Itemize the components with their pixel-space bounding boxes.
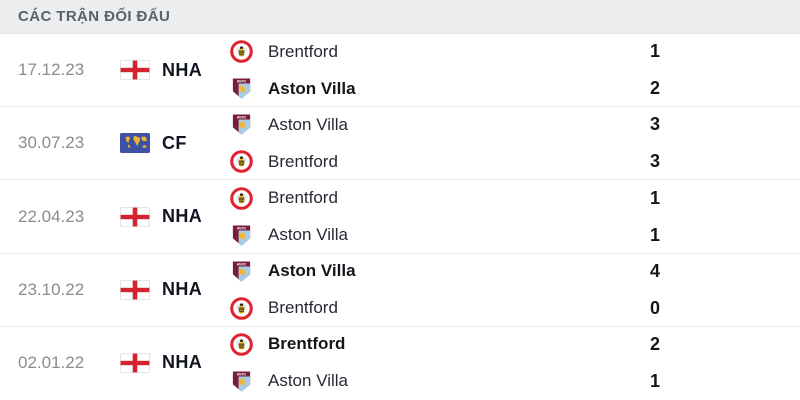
- england-flag-icon: [120, 60, 150, 80]
- team-name: Brentford: [268, 151, 338, 171]
- match-date: 22.04.23: [18, 206, 85, 226]
- competition-code: NHA: [162, 59, 203, 80]
- team-name: Aston Villa: [268, 114, 349, 134]
- teams: Brentford 2 Aston Villa 1: [230, 330, 800, 396]
- brentford-crest-icon: [230, 297, 253, 320]
- team-name: Brentford: [268, 188, 338, 207]
- brentford-crest-icon: [230, 40, 253, 63]
- brentford-crest-icon: [230, 187, 253, 210]
- team-score: 2: [650, 78, 661, 99]
- england-flag-icon: [120, 207, 150, 227]
- team-line: Aston Villa 4: [230, 257, 800, 286]
- teams: Brentford 1 Aston Villa 1: [230, 184, 800, 250]
- match-row[interactable]: 22.04.23 NHA Brentford 1 Aston Villa 1: [0, 179, 800, 253]
- aston-villa-crest-icon: [230, 77, 253, 100]
- team-name: Brentford: [268, 298, 338, 318]
- competition-code: NHA: [162, 279, 203, 300]
- team-score: 2: [650, 333, 661, 354]
- team-score: 1: [650, 370, 661, 391]
- team-line: Brentford 1: [230, 184, 800, 213]
- team-score: 0: [650, 297, 661, 318]
- brentford-crest-icon: [230, 150, 253, 173]
- team-line: Aston Villa 1: [230, 221, 800, 250]
- team-name: Brentford: [268, 41, 338, 61]
- match-date: 17.12.23: [18, 60, 85, 80]
- team-name: Aston Villa: [268, 371, 349, 391]
- competition: NHA: [120, 206, 230, 227]
- competition-code: CF: [162, 132, 187, 153]
- team-line: Aston Villa 3: [230, 110, 800, 139]
- match-date: 02.01.22: [18, 352, 85, 372]
- team-score: 3: [650, 151, 661, 172]
- teams: Brentford 1 Aston Villa 2: [230, 37, 800, 103]
- team-line: Brentford 0: [230, 294, 800, 323]
- team-name: Brentford: [268, 334, 346, 354]
- match-row[interactable]: 02.01.22 NHA Brentford 2 Aston Villa 1: [0, 325, 800, 400]
- match-row[interactable]: 17.12.23 NHA Brentford 1 Aston Villa 2: [0, 34, 800, 107]
- team-score: 1: [650, 224, 661, 245]
- team-line: Brentford 2: [230, 330, 800, 359]
- brentford-crest-icon: [230, 333, 253, 356]
- england-flag-icon: [120, 280, 150, 300]
- team-name: Aston Villa: [268, 225, 349, 244]
- team-score: 1: [650, 41, 661, 62]
- england-flag-icon: [120, 353, 150, 373]
- aston-villa-crest-icon: [230, 370, 253, 393]
- widget-title: CÁC TRẬN ĐỐI ĐẤU: [18, 8, 171, 25]
- competition: CF: [120, 133, 230, 154]
- team-score: 3: [650, 114, 661, 135]
- widget-header: CÁC TRẬN ĐỐI ĐẤU: [0, 0, 800, 34]
- aston-villa-crest-icon: [230, 260, 253, 283]
- team-score: 1: [650, 187, 661, 208]
- teams: Aston Villa 4 Brentford 0: [230, 257, 800, 323]
- team-line: Brentford 3: [230, 147, 800, 176]
- match-date: 30.07.23: [18, 133, 85, 153]
- team-line: Brentford 1: [230, 37, 800, 66]
- aston-villa-crest-icon: [230, 113, 253, 136]
- match-row[interactable]: 30.07.23 CF Aston Villa 3 Brentford 3: [0, 106, 800, 180]
- match-row[interactable]: 23.10.22 NHA Aston Villa 4 Brentford 0: [0, 252, 800, 326]
- aston-villa-crest-icon: [230, 224, 253, 247]
- team-line: Aston Villa 2: [230, 74, 800, 103]
- team-name: Aston Villa: [268, 78, 356, 98]
- teams: Aston Villa 3 Brentford 3: [230, 110, 800, 176]
- team-line: Aston Villa 1: [230, 367, 800, 396]
- competition-code: NHA: [162, 352, 203, 373]
- team-name: Aston Villa: [268, 261, 356, 281]
- competition-code: NHA: [162, 206, 203, 226]
- competition: NHA: [120, 60, 230, 81]
- competition: NHA: [120, 352, 230, 373]
- competition: NHA: [120, 279, 230, 300]
- match-date: 23.10.22: [18, 279, 85, 299]
- world-flag-icon: [120, 133, 150, 153]
- team-score: 4: [650, 260, 661, 281]
- match-list: 17.12.23 NHA Brentford 1 Aston Villa 2: [0, 34, 800, 400]
